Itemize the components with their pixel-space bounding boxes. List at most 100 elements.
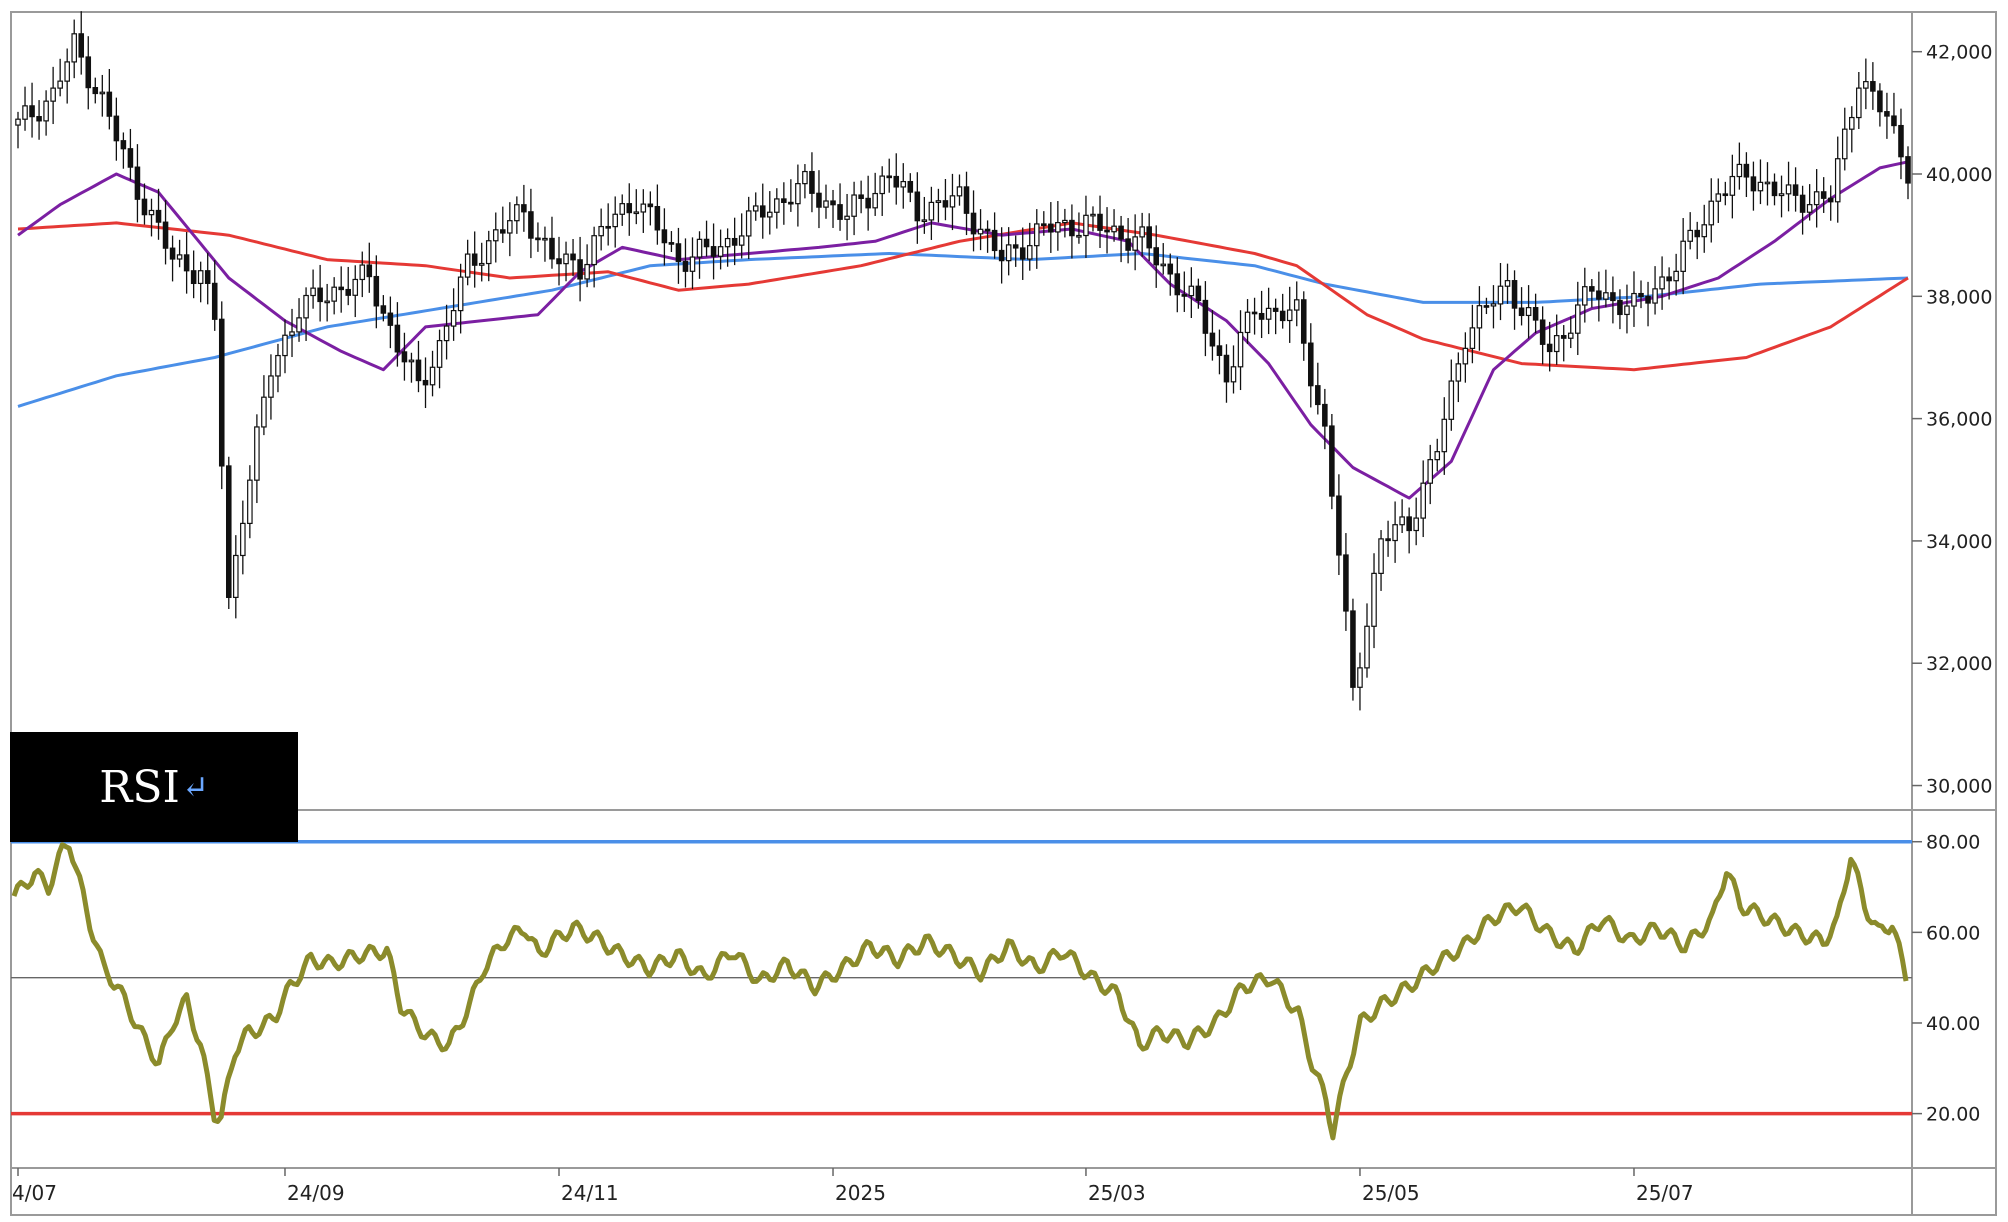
candle-body: [977, 228, 984, 235]
candle-body: [724, 237, 731, 248]
y-tick-label: 40,000: [1926, 164, 1992, 186]
candle-body: [865, 197, 871, 209]
candle-body: [1364, 625, 1370, 669]
candle-body: [380, 305, 387, 314]
candle-body: [675, 243, 682, 263]
candle-body: [654, 205, 661, 231]
candle-body: [577, 259, 583, 280]
candle-body: [1624, 305, 1630, 316]
candle-body: [1279, 310, 1286, 322]
candle-body: [1891, 115, 1897, 127]
candle-body: [542, 237, 548, 241]
candle-body: [1504, 280, 1511, 287]
candle-body: [556, 258, 562, 265]
candle-body: [514, 204, 520, 222]
candle-body: [619, 203, 626, 215]
candle-body: [802, 170, 808, 185]
candle-body: [1272, 307, 1279, 312]
candle-body: [521, 204, 527, 213]
candle-body: [1673, 270, 1679, 282]
candle-body: [1497, 285, 1504, 305]
candle-body: [823, 200, 829, 208]
candle-body: [457, 276, 464, 312]
candle-body: [1104, 229, 1110, 233]
rsi-label-text: RSI: [99, 761, 180, 813]
candle-body: [303, 294, 309, 319]
candle-body: [731, 237, 738, 246]
candle-body: [1019, 247, 1026, 260]
x-tick-label: 24/11: [561, 1181, 619, 1205]
candle-body: [1820, 191, 1827, 199]
candle-body: [1026, 245, 1033, 260]
candle-body: [134, 166, 141, 200]
candle-body: [261, 396, 267, 428]
candle-body: [991, 229, 998, 252]
x-tick-label: 2025: [835, 1181, 886, 1205]
candle-body: [1069, 219, 1075, 237]
candle-body: [1139, 226, 1145, 238]
candle-body: [1125, 238, 1131, 251]
candle-body: [1884, 111, 1890, 117]
candle-body: [1048, 223, 1054, 233]
candle-body: [1567, 332, 1574, 339]
candle-body: [331, 286, 337, 302]
candle-body: [408, 359, 415, 363]
candle-body: [1813, 191, 1820, 206]
candle-body: [879, 175, 885, 195]
candle-body: [183, 254, 190, 272]
candle-body: [668, 242, 675, 245]
candle-body: [507, 220, 513, 234]
candle-body: [956, 186, 963, 197]
candle-body: [1863, 81, 1869, 89]
candle-body: [1722, 193, 1729, 197]
candle-body: [738, 235, 745, 246]
candle-body: [1041, 223, 1047, 227]
candle-body: [710, 246, 717, 257]
moving-average-short: [17, 160, 1909, 500]
candle-body: [176, 254, 183, 260]
candle-body: [1434, 451, 1441, 461]
candle-body: [1005, 244, 1012, 262]
candle-body: [1462, 347, 1469, 365]
candle-body: [767, 211, 773, 218]
candle-body: [1441, 418, 1448, 453]
candle-body: [872, 192, 878, 209]
rsi-line: [11, 842, 1909, 1141]
candle-body: [359, 264, 366, 281]
candle-body: [1118, 225, 1124, 240]
candle-body: [1336, 495, 1342, 556]
candle-body: [1476, 305, 1483, 329]
candle-body: [1532, 307, 1539, 321]
candle-body: [204, 270, 211, 284]
candle-body: [190, 270, 197, 285]
candle-body: [1764, 181, 1771, 185]
candle-body: [373, 275, 380, 307]
candle-body: [612, 213, 618, 228]
candle-body: [584, 263, 590, 280]
candle-body: [211, 282, 218, 320]
x-tick-label: 25/03: [1088, 1181, 1146, 1205]
candle-body: [1286, 309, 1293, 322]
candle-body: [1378, 538, 1384, 574]
candle-body: [1596, 290, 1602, 300]
candle-body: [570, 253, 576, 261]
candle-body: [169, 247, 176, 260]
candle-body: [1659, 276, 1665, 290]
candle-body: [837, 204, 843, 220]
candle-body: [317, 287, 323, 303]
candle-body: [886, 175, 893, 179]
candle-body: [1652, 288, 1658, 304]
candle-body: [1645, 295, 1651, 304]
candle-body: [1399, 516, 1405, 526]
candle-body: [1792, 184, 1799, 196]
y-tick-label: 32,000: [1926, 653, 1992, 675]
candle-body: [1694, 229, 1701, 238]
candle-body: [296, 317, 302, 333]
candle-body: [43, 100, 49, 122]
moving-average-long: [17, 252, 1909, 408]
candle-body: [1778, 193, 1785, 197]
candle-body: [1708, 200, 1715, 226]
candle-body: [233, 554, 239, 598]
candle-body: [907, 180, 914, 193]
candle-body: [809, 170, 815, 194]
